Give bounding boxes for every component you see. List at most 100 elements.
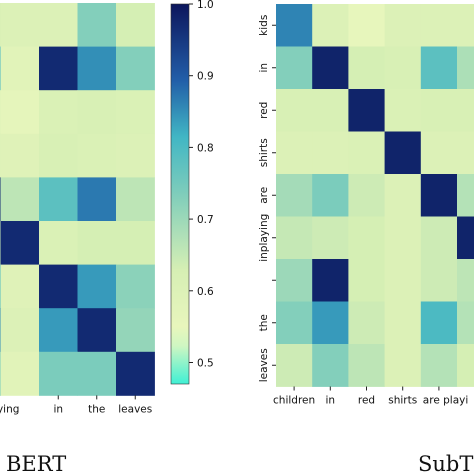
subt-y-tick-label: kids: [258, 15, 270, 36]
colorbar-tick-label: 0.9: [197, 71, 214, 83]
subt-cell: [312, 301, 349, 345]
bert-cell: [0, 3, 40, 47]
subt-cell: [384, 344, 422, 387]
bert-cell: [39, 46, 78, 91]
bert-cell: [0, 351, 40, 396]
subt-x-tick-label: in: [326, 395, 336, 407]
subt-cell: [348, 46, 385, 90]
subt-cell: [276, 344, 313, 387]
subt-y-tick-label: in: [258, 63, 270, 73]
bert-cell: [116, 177, 155, 222]
subt-cell: [348, 344, 385, 387]
subt-cell: [276, 259, 313, 302]
subt-cell: [384, 131, 422, 175]
bert-cell: [0, 177, 40, 222]
subt-cell: [384, 89, 422, 132]
bert-cell: [0, 221, 1, 265]
subt-x-tick-label: children: [273, 395, 315, 407]
subt-cell: [384, 216, 422, 260]
bert-x-tick-label: in: [53, 403, 63, 415]
subt-x-tick-label: red: [358, 395, 375, 407]
subt-cell: [457, 131, 474, 175]
subt-cell: [276, 4, 313, 47]
subt-cell: [420, 259, 458, 302]
bert-cell: [0, 351, 1, 396]
subt-cell: [348, 4, 385, 47]
colorbar-tick-label: 0.7: [197, 214, 214, 226]
subt-cell: [420, 301, 458, 345]
bert-cell: [39, 264, 78, 309]
bert-cell: [116, 133, 155, 178]
colorbar-ticks: 0.5 0.6 0.7 0.8 0.9 1.0: [189, 0, 214, 369]
subt-cell: [420, 46, 458, 90]
subt-x-tick-label: shirts: [388, 395, 417, 407]
subt-cell: [312, 174, 349, 217]
bert-caption: BERT: [6, 452, 66, 474]
bert-cell: [77, 308, 117, 353]
subt-cell: [276, 131, 313, 175]
bert-cell: [39, 3, 78, 47]
bert-cell: [0, 46, 1, 91]
subt-cell: [276, 216, 313, 260]
subt-cell: [312, 4, 349, 47]
bert-cell: [77, 177, 117, 222]
bert-cell: [0, 221, 40, 265]
bert-cell: [0, 264, 1, 309]
subt-cell: [348, 301, 385, 345]
subt-cell: [457, 259, 474, 302]
bert-cell: [39, 351, 78, 396]
bert-cell: [0, 133, 40, 178]
bert-cell: [0, 3, 1, 47]
subt-cell: [276, 174, 313, 217]
subt-cell: [457, 344, 474, 387]
subt-y-tick-label: are: [258, 187, 270, 204]
subt-cell: [420, 4, 458, 47]
bert-cell: [0, 264, 40, 309]
subt-cell: [457, 4, 474, 47]
bert-cell: [77, 90, 117, 135]
subt-cell: [384, 4, 422, 47]
bert-cell: [0, 177, 1, 222]
subt-cell: [348, 259, 385, 302]
subt-cell: [348, 216, 385, 260]
bert-x-tick-labels: e playing in the leaves: [0, 395, 152, 415]
subt-cell: [457, 46, 474, 90]
subt-cell: [276, 46, 313, 90]
colorbar: [170, 3, 190, 385]
subt-cell: [420, 344, 458, 387]
bert-cell: [116, 308, 155, 353]
subt-cell: [384, 259, 422, 302]
subt-y-tick-label: leaves: [258, 348, 270, 382]
bert-cell: [39, 221, 78, 265]
bert-cell: [0, 90, 40, 135]
subt-cell: [312, 344, 349, 387]
bert-cell: [0, 46, 40, 91]
bert-cell: [0, 308, 1, 353]
subt-cell: [348, 131, 385, 175]
subt-caption: SubT: [418, 452, 473, 474]
bert-cell: [77, 221, 117, 265]
subt-cell: [457, 89, 474, 132]
subt-cell: [420, 131, 458, 175]
subt-cell: [420, 216, 458, 260]
bert-cell: [77, 3, 117, 47]
bert-cell: [116, 351, 155, 396]
bert-cell: [116, 90, 155, 135]
bert-cell: [116, 46, 155, 91]
colorbar-tick-label: 0.8: [197, 142, 214, 154]
bert-cell: [116, 221, 155, 265]
subt-cell: [457, 301, 474, 345]
bert-x-tick-label: e playing: [0, 403, 19, 415]
bert-x-tick-label: the: [88, 403, 105, 415]
subt-cell: [276, 301, 313, 345]
bert-cell: [116, 264, 155, 309]
subt-cell: [312, 131, 349, 175]
subt-cell: [457, 216, 474, 260]
bert-cell: [39, 308, 78, 353]
subt-y-tick-labels: kids in red shirts are inplaying the leaves: [258, 15, 276, 382]
subt-y-tick-label: shirts: [258, 138, 270, 167]
subt-cell: [457, 174, 474, 217]
subt-cell: [384, 46, 422, 90]
subt-x-tick-labels: children in red shirts are playi: [273, 386, 468, 407]
subt-cell: [312, 216, 349, 260]
